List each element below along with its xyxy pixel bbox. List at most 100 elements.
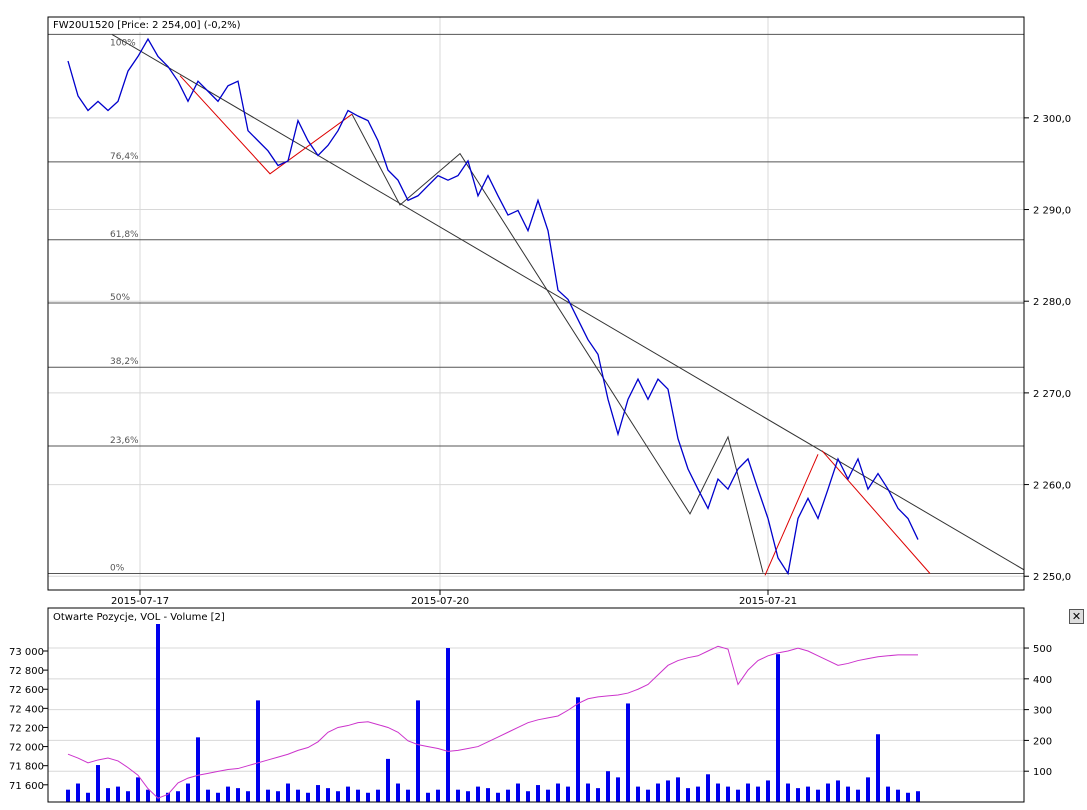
volume-bar xyxy=(876,734,880,802)
volume-bar xyxy=(406,789,410,802)
volume-bar xyxy=(86,792,90,802)
volume-bar xyxy=(446,648,450,802)
volume-bar xyxy=(616,777,620,802)
volume-bar xyxy=(116,786,120,802)
volume-bar xyxy=(466,791,470,802)
volume-bar xyxy=(666,780,670,802)
volume-bar xyxy=(516,783,520,802)
volume-bar xyxy=(256,700,260,802)
trendline xyxy=(111,33,1025,571)
oi-tick-label: 72 200 xyxy=(9,723,44,734)
volume-bar xyxy=(76,783,80,802)
volume-bar xyxy=(306,792,310,802)
volume-tick-label: 300 xyxy=(1033,706,1052,717)
volume-bar xyxy=(216,792,220,802)
fibonacci-level-label: 50% xyxy=(110,293,130,303)
price-tick-label: 2 260,0 xyxy=(1033,481,1071,492)
oi-tick-label: 72 000 xyxy=(9,743,44,754)
open-interest-line xyxy=(67,645,918,799)
price-tick-label: 2 250,0 xyxy=(1033,572,1071,583)
volume-bar xyxy=(326,788,330,802)
volume-bar xyxy=(206,789,210,802)
volume-bar xyxy=(426,792,430,802)
price-tick-label: 2 300,0 xyxy=(1033,114,1071,125)
volume-bar xyxy=(626,703,630,802)
volume-bar xyxy=(726,786,730,802)
volume-bar xyxy=(766,780,770,802)
volume-bar xyxy=(736,789,740,802)
volume-bar xyxy=(806,786,810,802)
oi-tick-label: 73 000 xyxy=(9,647,44,658)
fibonacci-level-label: 38,2% xyxy=(110,357,139,367)
volume-bar xyxy=(276,791,280,802)
trendline xyxy=(179,75,353,175)
volume-bar xyxy=(836,780,840,802)
volume-bar xyxy=(756,786,760,802)
fibonacci-level-label: 76,4% xyxy=(110,152,139,162)
volume-bar xyxy=(656,783,660,802)
volume-plot-frame xyxy=(47,607,1025,803)
volume-bar xyxy=(136,777,140,802)
volume-bar xyxy=(346,786,350,802)
volume-bar xyxy=(606,771,610,802)
volume-panel-title: Otwarte Pozycje, VOL - Volume [2] xyxy=(51,612,227,624)
volume-tick-label: 100 xyxy=(1033,767,1052,778)
volume-bar xyxy=(66,789,70,802)
volume-bar xyxy=(826,783,830,802)
trendline xyxy=(764,454,819,576)
volume-bar xyxy=(496,792,500,802)
volume-bar xyxy=(596,788,600,802)
volume-bar xyxy=(646,789,650,802)
volume-bar xyxy=(906,792,910,802)
price-series-line xyxy=(67,37,919,576)
volume-bar xyxy=(716,783,720,802)
volume-bar xyxy=(376,789,380,802)
close-panel-button[interactable]: ✕ xyxy=(1069,609,1084,624)
volume-bar xyxy=(556,783,560,802)
volume-bar xyxy=(236,788,240,802)
oi-tick-label: 72 600 xyxy=(9,685,44,696)
volume-bar xyxy=(456,789,460,802)
volume-bar xyxy=(266,789,270,802)
volume-bar xyxy=(566,786,570,802)
volume-bar xyxy=(436,789,440,802)
volume-bar xyxy=(546,789,550,802)
volume-bar xyxy=(296,789,300,802)
volume-bar xyxy=(366,792,370,802)
volume-bar xyxy=(166,792,170,802)
volume-bar xyxy=(506,789,510,802)
volume-bar xyxy=(126,791,130,802)
main-plot-frame xyxy=(47,16,1025,591)
volume-bar xyxy=(586,783,590,802)
volume-bar xyxy=(156,623,160,802)
date-tick-label: 2015-07-20 xyxy=(411,596,469,607)
volume-bar xyxy=(226,786,230,802)
volume-bar xyxy=(416,700,420,802)
price-tick-label: 2 270,0 xyxy=(1033,389,1071,400)
volume-bar xyxy=(776,654,780,802)
volume-tick-label: 500 xyxy=(1033,644,1052,655)
volume-bar xyxy=(336,791,340,802)
volume-bar xyxy=(886,786,890,802)
volume-tick-label: 400 xyxy=(1033,675,1052,686)
volume-bar xyxy=(106,788,110,802)
volume-bar xyxy=(486,788,490,802)
volume-bar xyxy=(476,786,480,802)
volume-bar xyxy=(686,788,690,802)
volume-bar xyxy=(816,789,820,802)
volume-bar xyxy=(676,777,680,802)
volume-bar xyxy=(386,758,390,802)
volume-bar xyxy=(786,783,790,802)
volume-bar xyxy=(356,789,360,802)
volume-bar xyxy=(196,737,200,802)
volume-bar xyxy=(396,783,400,802)
volume-bar xyxy=(696,786,700,802)
oi-tick-label: 72 400 xyxy=(9,704,44,715)
volume-bar xyxy=(916,791,920,802)
volume-bar xyxy=(146,789,150,802)
date-tick-label: 2015-07-21 xyxy=(739,596,797,607)
oi-tick-label: 71 800 xyxy=(9,762,44,773)
volume-bar xyxy=(576,697,580,802)
volume-bar xyxy=(796,788,800,802)
